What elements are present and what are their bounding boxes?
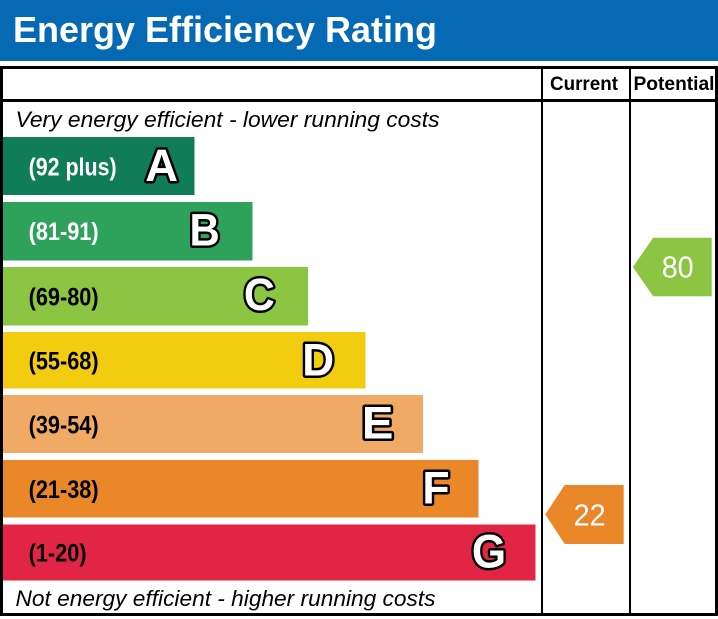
svg-text:(92 plus): (92 plus) (29, 154, 117, 182)
svg-text:B: B (189, 206, 219, 256)
svg-text:(69-80): (69-80) (29, 284, 99, 312)
svg-text:(1-20): (1-20) (29, 540, 87, 568)
svg-text:C: C (244, 270, 275, 320)
svg-text:F: F (422, 463, 449, 513)
svg-text:(55-68): (55-68) (29, 347, 99, 375)
svg-text:22: 22 (574, 497, 606, 532)
svg-text:(21-38): (21-38) (29, 476, 99, 504)
svg-text:Not energy efficient - higher: Not energy efficient - higher running co… (16, 586, 436, 611)
svg-text:(81-91): (81-91) (29, 218, 99, 246)
svg-text:Current: Current (550, 74, 619, 95)
svg-text:80: 80 (662, 249, 694, 284)
svg-text:Potential: Potential (634, 74, 715, 95)
svg-text:Very energy efficient - lower: Very energy efficient - lower running co… (16, 107, 440, 132)
svg-text:A: A (145, 140, 178, 191)
svg-text:G: G (472, 525, 506, 578)
svg-text:E: E (362, 397, 394, 448)
svg-text:Energy Efficiency Rating: Energy Efficiency Rating (13, 9, 437, 50)
svg-text:(39-54): (39-54) (29, 411, 99, 439)
svg-text:D: D (302, 336, 334, 385)
